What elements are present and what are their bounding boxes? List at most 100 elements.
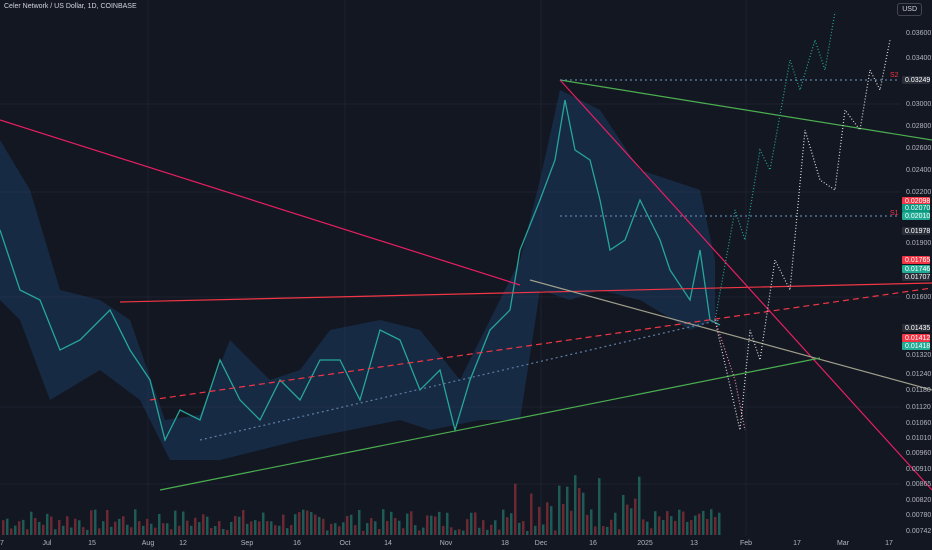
- volume-bar: [202, 514, 205, 535]
- volume-bar: [418, 530, 421, 535]
- volume-bar: [686, 521, 689, 535]
- volume-bar: [690, 520, 693, 535]
- volume-bar: [298, 512, 301, 535]
- price-tag: [902, 334, 930, 342]
- volume-bar: [14, 525, 17, 535]
- volume-bar: [158, 513, 161, 535]
- volume-bar: [178, 525, 181, 535]
- volume-bar: [590, 509, 593, 535]
- volume-bar: [678, 509, 681, 535]
- volume-bar: [230, 521, 233, 535]
- volume-bar: [326, 530, 329, 535]
- price-tag: [902, 227, 930, 235]
- volume-bar: [126, 524, 129, 535]
- volume-bar: [402, 528, 405, 535]
- time-label: Nov: [440, 540, 453, 547]
- volume-bar: [214, 526, 217, 535]
- price-label: 0.02600: [906, 145, 931, 152]
- volume-bar: [422, 527, 425, 535]
- time-label: Dec: [535, 540, 548, 547]
- level-label: S1: [890, 210, 899, 217]
- volume-bar: [282, 514, 285, 535]
- volume-bar: [174, 510, 177, 535]
- volume-bar: [502, 509, 505, 535]
- volume-bar: [482, 520, 485, 535]
- volume-bar: [570, 510, 573, 535]
- price-tag-label: 0.03249: [905, 77, 930, 84]
- price-tag: [902, 256, 930, 264]
- volume-bar: [330, 523, 333, 535]
- volume-bar: [234, 516, 237, 535]
- volume-bar: [426, 515, 429, 535]
- currency-button[interactable]: USD: [897, 3, 922, 16]
- volume-bar: [586, 514, 589, 535]
- volume-bar: [662, 520, 665, 535]
- volume-bar: [414, 525, 417, 535]
- volume-bar: [394, 518, 397, 535]
- volume-bar: [198, 522, 201, 535]
- time-label: Oct: [340, 540, 351, 547]
- volume-bar: [602, 526, 605, 535]
- time-label: 12: [179, 540, 187, 547]
- volume-bar: [358, 509, 361, 535]
- time-label: 17: [793, 540, 801, 547]
- volume-bar: [666, 511, 669, 535]
- price-tag-label: 0.02098: [905, 198, 930, 205]
- volume-bar: [122, 516, 125, 535]
- volume-bar: [710, 509, 713, 535]
- volume-bar: [434, 516, 437, 535]
- volume-bar: [342, 522, 345, 535]
- volume-bar: [242, 509, 245, 535]
- volume-bar: [314, 514, 317, 535]
- plot-area: [0, 0, 900, 535]
- volume-bar: [642, 519, 645, 535]
- volume-bar: [70, 527, 73, 535]
- volume-bar: [222, 529, 225, 535]
- volume-bar: [82, 527, 85, 535]
- volume-bar: [150, 523, 153, 535]
- volume-bar: [250, 521, 253, 535]
- time-label: 16: [589, 540, 597, 547]
- volume-bar: [22, 519, 25, 535]
- volume-bar: [274, 525, 277, 535]
- time-label: 16: [293, 540, 301, 547]
- volume-bar: [626, 504, 629, 535]
- volume-bar: [106, 509, 109, 535]
- volume-bar: [614, 512, 617, 535]
- volume-bar: [54, 529, 57, 535]
- time-label: Jul: [43, 540, 52, 547]
- volume-bar: [694, 515, 697, 535]
- price-label: 0.01900: [906, 240, 931, 247]
- price-tag-label: 0.02010: [905, 213, 930, 220]
- volume-bar: [278, 525, 281, 535]
- volume-bar: [630, 508, 633, 535]
- volume-bar: [362, 530, 365, 535]
- price-label: 0.01600: [906, 294, 931, 301]
- volume-bar: [34, 518, 37, 535]
- volume-bar: [430, 515, 433, 535]
- volume-bar: [338, 526, 341, 535]
- volume-bar: [86, 529, 89, 535]
- volume-bar: [294, 514, 297, 535]
- volume-bar: [562, 503, 565, 535]
- volume-bar: [366, 523, 369, 535]
- volume-bar: [582, 492, 585, 535]
- volume-bar: [134, 509, 137, 535]
- volume-bar: [446, 512, 449, 535]
- volume-bar: [386, 520, 389, 535]
- volume-bar: [346, 515, 349, 535]
- volume-bar: [522, 521, 525, 535]
- volume-bar: [10, 528, 13, 535]
- volume-bar: [322, 518, 325, 535]
- time-label: Sep: [241, 540, 254, 547]
- volume-bar: [270, 521, 273, 535]
- price-label: 0.01180: [906, 387, 931, 394]
- volume-bar: [646, 521, 649, 535]
- price-label: 0.03600: [906, 30, 931, 37]
- volume-bar: [510, 513, 513, 535]
- time-label: 14: [384, 540, 392, 547]
- volume-bar: [498, 529, 501, 535]
- volume: [2, 475, 721, 535]
- volume-bar: [698, 513, 701, 535]
